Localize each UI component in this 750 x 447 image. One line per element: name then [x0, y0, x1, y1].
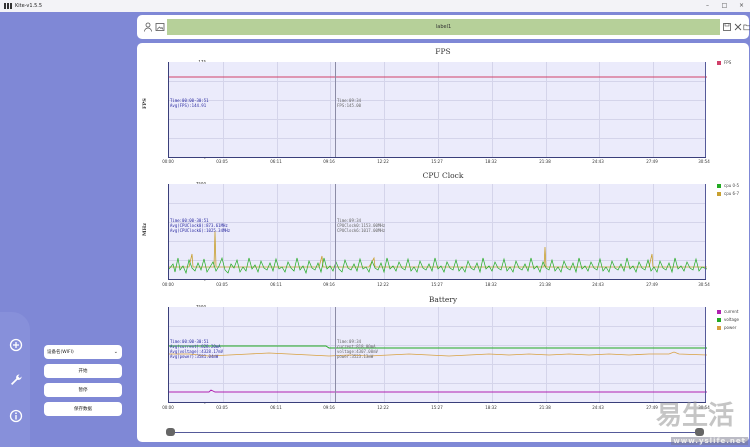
x-tick: 15:27 [431, 159, 443, 164]
legend-item-fps[interactable]: FPS [717, 60, 731, 65]
plot-area[interactable]: Time:00:00-30:51 Avg(current):828.20mA Avg… [168, 307, 707, 403]
cursor-info: Time:09:34 current:818.00mA voltage:4307.0… [337, 339, 378, 359]
x-tick: 03:05 [216, 282, 228, 287]
x-tick: 30:54 [698, 405, 710, 410]
device-select-value: 设备名(WIFI) [47, 350, 74, 355]
chevron-down-icon: ⌄ [113, 349, 118, 355]
window-controls: – □ × [699, 0, 750, 12]
legend: current voltage power [717, 309, 739, 333]
cursor-info: Time:09:34 CPUClock0:1153.00MHz CPUClock6:… [337, 218, 386, 233]
close-button[interactable]: × [738, 2, 745, 9]
x-tick: 03:05 [216, 405, 228, 410]
save-icon[interactable] [722, 22, 732, 32]
x-tick: 00:00 [162, 282, 174, 287]
pause-button[interactable]: 暂停 [44, 383, 122, 397]
x-tick: 12:22 [377, 159, 389, 164]
charts-panel: FPS FPS 175 140 105 70 35 0 Time:00:00-3… [137, 43, 749, 442]
time-cursor[interactable] [335, 307, 336, 402]
maximize-button[interactable]: □ [721, 2, 728, 9]
cursor-info: Time:09:34 FPS:145.00 [337, 98, 362, 108]
folder-icon[interactable] [743, 22, 750, 32]
wrench-icon[interactable] [9, 373, 23, 387]
x-tick: 27:49 [646, 405, 658, 410]
legend-item-current[interactable]: current [717, 309, 739, 314]
sidebar [0, 312, 30, 447]
window-title: Kite-v1.5.5 [15, 3, 43, 9]
device-select[interactable]: 设备名(WIFI) ⌄ [44, 345, 122, 359]
image-icon[interactable] [155, 22, 165, 32]
battery-series [169, 345, 707, 393]
legend: cpu 0-5 cpu 6-7 [717, 183, 739, 199]
minimize-button[interactable]: – [706, 2, 709, 9]
time-range-slider[interactable] [166, 428, 704, 436]
x-tick: 09:16 [323, 159, 335, 164]
x-tick: 21:38 [539, 282, 551, 287]
user-icon[interactable] [143, 22, 153, 32]
cpu-clock-chart: CPU Clock MHz 7500 6000 4500 3000 1500 0… [137, 171, 749, 294]
x-tick: 09:16 [323, 405, 335, 410]
x-tick: 24:43 [592, 282, 604, 287]
control-panel: 设备名(WIFI) ⌄ 开始 暂停 保存数据 [44, 345, 122, 416]
watermark: 易生活 www.yslife.net [656, 401, 748, 445]
avg-info: Time:00:00-30:51 Avg(current):828.20mA Avg… [170, 339, 223, 359]
legend-item-power[interactable]: power [717, 325, 739, 330]
y-axis-label: FPS [142, 98, 148, 109]
legend-item-cpu-6-7[interactable]: cpu 6-7 [717, 191, 739, 196]
time-cursor[interactable] [335, 62, 336, 157]
time-cursor[interactable] [335, 184, 336, 279]
fps-series [169, 76, 707, 78]
x-tick: 24:43 [592, 159, 604, 164]
app-logo-icon [4, 3, 12, 9]
x-tick: 30:54 [698, 159, 710, 164]
status-label: label1 [167, 19, 720, 35]
chart-title: FPS [435, 47, 451, 56]
slider-handle-start[interactable] [166, 428, 175, 436]
x-tick: 06:11 [270, 405, 282, 410]
window-titlebar: Kite-v1.5.5 – □ × [0, 0, 750, 12]
x-tick: 21:38 [539, 159, 551, 164]
x-tick: 00:00 [162, 405, 174, 410]
x-tick: 30:54 [698, 282, 710, 287]
save-data-button[interactable]: 保存数据 [44, 402, 122, 416]
x-tick: 09:16 [323, 282, 335, 287]
x-tick: 24:43 [592, 405, 604, 410]
x-tick: 18:32 [485, 282, 497, 287]
scissors-icon[interactable] [733, 22, 743, 32]
legend-item-cpu-0-5[interactable]: cpu 0-5 [717, 183, 739, 188]
avg-info: Time:00:00-30:51 Avg(FPS):144.91 [170, 98, 209, 108]
fps-chart: FPS FPS 175 140 105 70 35 0 Time:00:00-3… [137, 43, 749, 171]
x-tick: 27:49 [646, 159, 658, 164]
x-tick: 00:00 [162, 159, 174, 164]
x-tick: 03:05 [216, 159, 228, 164]
x-tick: 06:11 [270, 282, 282, 287]
add-icon[interactable] [9, 338, 23, 352]
chart-title: Battery [428, 295, 458, 304]
slider-handle-end[interactable] [695, 428, 704, 436]
x-tick: 21:38 [539, 405, 551, 410]
info-icon[interactable] [9, 409, 23, 423]
x-tick: 12:22 [377, 405, 389, 410]
slider-track[interactable] [170, 431, 700, 433]
plot-area[interactable]: Time:00:00-30:51 Avg(CPUClock0):873.61MHz… [168, 184, 707, 280]
x-tick: 27:49 [646, 282, 658, 287]
x-tick: 18:32 [485, 405, 497, 410]
x-tick: 15:27 [431, 282, 443, 287]
x-tick: 18:32 [485, 159, 497, 164]
toolbar: label1 [137, 15, 750, 39]
cpu-series [169, 230, 707, 275]
x-tick: 15:27 [431, 405, 443, 410]
legend: FPS [717, 60, 731, 68]
legend-item-voltage[interactable]: voltage [717, 317, 739, 322]
y-axis-label: MHz [142, 222, 148, 236]
chart-title: CPU Clock [422, 171, 464, 180]
x-tick: 06:11 [270, 159, 282, 164]
start-button[interactable]: 开始 [44, 364, 122, 378]
plot-area[interactable]: Time:00:00-30:51 Avg(FPS):144.91 Time:09:… [168, 62, 707, 158]
x-tick: 12:22 [377, 282, 389, 287]
avg-info: Time:00:00-30:51 Avg(CPUClock0):873.61MHz… [170, 218, 231, 233]
battery-chart: Battery 7500 6000 4500 3000 1500 0 Time:… [137, 294, 749, 442]
